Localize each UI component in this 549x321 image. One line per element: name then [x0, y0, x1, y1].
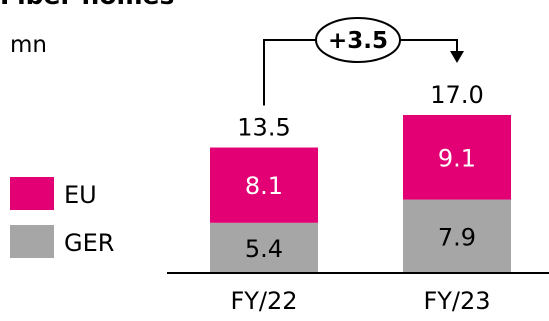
value-label-ger-2: 7.9 [438, 223, 476, 251]
delta-ellipse [315, 17, 401, 63]
bar-ger-1 [210, 222, 318, 273]
value-label-eu-1: 8.1 [245, 172, 283, 200]
bars-group: 5.4 8.1 13.5 7.9 9.1 17.0 [210, 81, 511, 273]
legend-swatch-eu [10, 177, 54, 210]
x-tick-label-2: FY/23 [423, 287, 490, 315]
value-label-ger-1: 5.4 [245, 235, 283, 263]
value-label-eu-2: 9.1 [438, 144, 476, 172]
total-label-2: 17.0 [430, 81, 483, 109]
legend-label-eu: EU [64, 181, 97, 209]
bar-eu-1 [210, 147, 318, 223]
delta-label: +3.5 [328, 28, 388, 54]
legend-label-ger: GER [64, 229, 114, 257]
delta-annotation: +3.5 [263, 17, 464, 106]
total-label-1: 13.5 [237, 114, 290, 142]
x-tick-label-1: FY/22 [230, 287, 297, 315]
legend-swatch-ger [10, 225, 54, 258]
delta-arrowhead [450, 51, 464, 63]
bar-eu-2 [403, 115, 511, 200]
unit-label: mn [10, 32, 47, 58]
bar-ger-2 [403, 199, 511, 273]
chart-title: Fiber homes [0, 0, 174, 10]
